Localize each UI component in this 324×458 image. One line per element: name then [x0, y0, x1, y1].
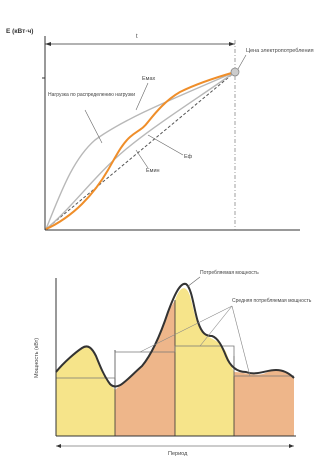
average-power-leader-1	[139, 305, 233, 353]
eactual-label: Eф	[184, 154, 193, 160]
curve-emin	[45, 71, 236, 230]
curve-emax	[45, 71, 236, 230]
x-arrow-left	[56, 444, 61, 448]
emax-leader	[135, 82, 149, 111]
top-y-axis-label: E (кВт·ч)	[6, 28, 33, 35]
average-power-label: Средняя потребляемая мощность	[232, 298, 312, 304]
average-load-line	[44, 71, 236, 231]
power-chart: Мощность (кВт) Период Потребляемая мощно…	[34, 270, 312, 457]
price-point	[230, 67, 240, 77]
area-segment-4	[234, 370, 294, 436]
emin-leader	[135, 149, 149, 169]
x-arrow-right	[289, 444, 294, 448]
peak-power-label: Потребляемая мощность	[200, 270, 259, 276]
average-power-leader-2	[199, 305, 233, 347]
period-label: t	[136, 34, 138, 40]
price-point-leader	[237, 54, 247, 70]
area-segment-3	[175, 288, 234, 436]
curve-actual	[45, 71, 236, 230]
average-load-leader	[84, 109, 103, 144]
peak-power-leader	[186, 276, 201, 288]
average-power-leader-3	[231, 305, 251, 377]
cumulative-energy-chart: E (кВт·ч) t Цена электропотребления Нагр…	[6, 28, 314, 231]
bottom-x-axis-label: Период	[168, 451, 188, 457]
area-segment-1	[56, 346, 115, 436]
period-arrow-right	[229, 42, 235, 46]
price-point-label: Цена электропотребления	[246, 48, 314, 54]
power-curve	[55, 282, 295, 388]
eactual-leader	[147, 134, 184, 156]
bottom-y-axis-label: Мощность (кВт)	[34, 338, 40, 378]
average-load-label: Нагрузка по распределению нагрузки	[48, 92, 135, 98]
period-arrow-left	[45, 42, 51, 46]
emax-label: Eмах	[142, 76, 156, 82]
average-step-line	[56, 345, 294, 379]
emin-label: Eмин	[146, 168, 160, 174]
